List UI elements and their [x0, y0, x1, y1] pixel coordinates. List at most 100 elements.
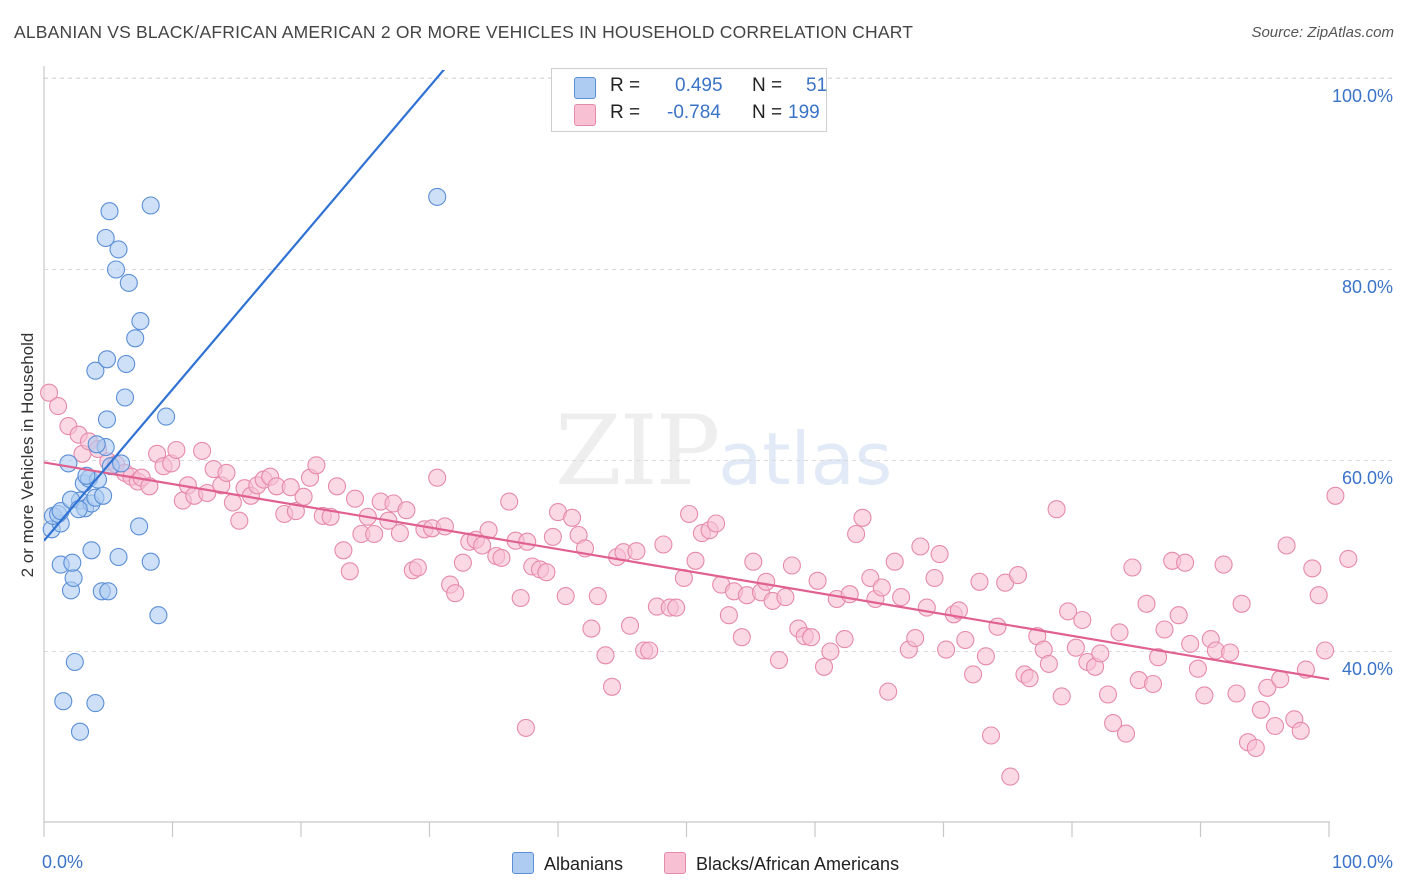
point-blacks [479, 521, 498, 540]
point-albanians [77, 466, 96, 485]
point-blacks [872, 578, 891, 597]
point-blacks [340, 562, 359, 581]
bottom-legend-label-blacks: Blacks/African Americans [696, 854, 900, 874]
point-blacks [1271, 670, 1290, 689]
x-tick-label-0: 0.0% [42, 852, 84, 872]
point-blacks [949, 601, 968, 620]
point-blacks [518, 532, 537, 551]
point-albanians [59, 454, 78, 473]
point-albanians [63, 553, 82, 572]
point-blacks [327, 477, 347, 496]
point-blacks [516, 718, 535, 737]
point-blacks [814, 657, 834, 676]
point-blacks [853, 508, 872, 527]
legend: R = 0.495 N = 51 R = -0.784 N = 199 [551, 68, 827, 132]
point-blacks [1251, 700, 1270, 719]
point-albanians [119, 273, 138, 292]
point-blacks [1326, 486, 1345, 505]
watermark-zip: ZIP [555, 395, 720, 507]
point-blacks [1143, 674, 1163, 694]
legend-n-label: N = [752, 75, 783, 96]
point-blacks [769, 651, 789, 670]
point-albanians [54, 692, 73, 711]
legend-n-value: 51 [806, 75, 828, 96]
watermark-atlas: atlas [718, 417, 893, 501]
point-albanians [141, 552, 160, 571]
point-blacks [821, 642, 840, 661]
point-blacks [847, 524, 866, 544]
point-blacks [1020, 669, 1039, 688]
point-blacks [473, 536, 492, 555]
point-albanians [64, 568, 83, 588]
point-albanians [82, 541, 101, 560]
point-blacks [1221, 643, 1240, 662]
y-tick-label-100: 100.0% [1331, 86, 1393, 106]
point-albanians [109, 547, 128, 567]
point-blacks [620, 616, 640, 635]
point-blacks [1052, 687, 1071, 706]
point-blacks [802, 628, 821, 647]
point-blacks [1176, 553, 1195, 572]
point-blacks [345, 489, 365, 508]
point-blacks [654, 535, 673, 554]
point-albanians [97, 410, 117, 429]
legend-n-value: 199 [788, 102, 820, 123]
point-albanians [69, 500, 88, 519]
point-albanians [100, 202, 119, 221]
point-blacks [930, 545, 949, 564]
point-blacks [680, 504, 699, 524]
point-blacks [193, 441, 212, 460]
point-blacks [40, 383, 59, 402]
bottom-legend-swatch-blue [512, 852, 534, 874]
point-blacks [885, 552, 904, 571]
point-blacks [563, 508, 582, 527]
point-blacks [956, 630, 975, 650]
point-albanians [109, 240, 128, 259]
point-albanians [112, 454, 131, 473]
point-blacks [1339, 549, 1358, 568]
point-albanians [428, 187, 447, 206]
point-blacks [492, 548, 511, 567]
point-blacks [1181, 634, 1200, 653]
source-label: Source: ZipAtlas.com [1251, 24, 1394, 41]
point-blacks [686, 551, 705, 570]
point-blacks [1059, 602, 1078, 621]
y-tick-label-40: 40.0% [1341, 659, 1393, 679]
point-blacks [1316, 641, 1335, 660]
point-blacks [140, 477, 159, 496]
point-blacks [286, 502, 305, 521]
point-blacks [1155, 620, 1174, 639]
point-blacks [981, 726, 1001, 745]
point-blacks [808, 571, 827, 590]
y-tick-label-60: 60.0% [1341, 468, 1393, 488]
y-tick-label-80: 80.0% [1341, 277, 1393, 297]
point-blacks [428, 468, 447, 487]
point-blacks [1001, 767, 1020, 786]
point-blacks [892, 588, 911, 607]
chart-title: ALBANIAN VS BLACK/AFRICAN AMERICAN 2 OR … [14, 22, 914, 42]
watermark: ZIPatlas [555, 395, 892, 507]
point-blacks [1214, 555, 1233, 574]
point-blacks [511, 588, 530, 608]
point-blacks [835, 630, 854, 649]
point-albanians [149, 606, 168, 625]
point-blacks [408, 558, 427, 577]
legend-r-value: -0.784 [667, 102, 721, 123]
point-albanians [94, 486, 113, 505]
legend-swatch-blue [574, 77, 596, 99]
point-albanians [97, 350, 117, 369]
point-blacks [453, 553, 472, 572]
point-blacks [217, 463, 236, 482]
point-blacks [732, 628, 751, 647]
point-blacks [976, 647, 995, 666]
point-blacks [1073, 610, 1092, 630]
point-blacks [230, 511, 249, 530]
point-blacks [1265, 716, 1285, 736]
point-blacks [1258, 678, 1277, 697]
bottom-legend-label-albanians: Albanians [544, 854, 624, 874]
point-albanians [115, 388, 135, 407]
point-blacks [500, 492, 519, 511]
point-albanians [86, 694, 105, 713]
bottom-legend-swatch-pink [664, 852, 686, 874]
point-blacks [397, 501, 416, 520]
